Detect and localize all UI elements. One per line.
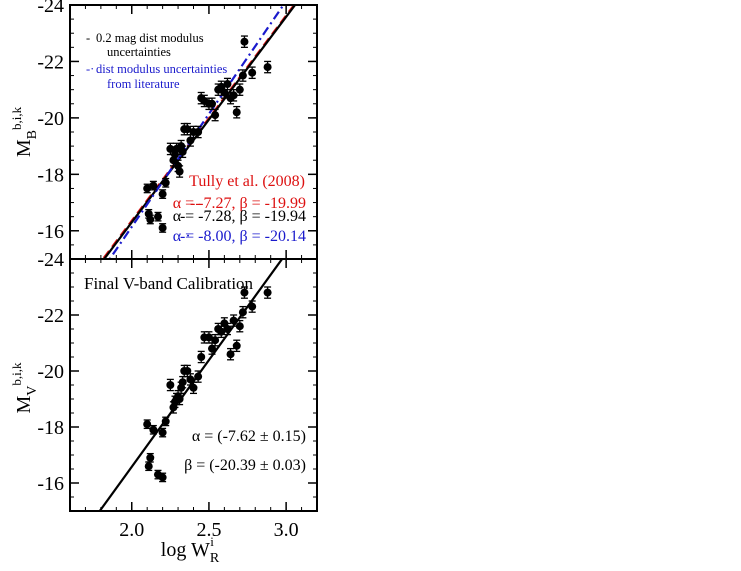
bottom-ytick-label: -22 — [37, 305, 64, 327]
top-ytick-label: -18 — [37, 164, 64, 186]
fit-black: α = -7.28, β = -19.94 — [173, 208, 306, 225]
top-data-point — [166, 144, 175, 153]
top-ytick-label: -20 — [37, 108, 64, 130]
legend-line-1b: uncertainties — [107, 45, 171, 59]
top-ylabel: MBb,i,k — [9, 106, 40, 157]
top-data-point — [263, 63, 272, 72]
bottom-data-point — [143, 420, 152, 429]
top-data-point — [143, 184, 152, 193]
top-data-point — [149, 181, 158, 190]
bottom-frame — [69, 258, 318, 512]
top-data-point — [211, 111, 220, 120]
top-ytick-label: -24 — [37, 0, 64, 17]
top-data-point — [220, 88, 229, 97]
legend-key-solid: - — [86, 31, 90, 45]
top-axis-ticks: -16 -18 -20 -22 -24 — [37, 0, 317, 260]
top-data-point — [186, 136, 195, 145]
bottom-data-point — [263, 288, 272, 297]
bottom-data-point — [208, 344, 217, 353]
fit-key-dashdot: -· — [180, 228, 191, 245]
xtick-label: 3.0 — [274, 519, 299, 541]
top-data-point — [208, 99, 217, 108]
bottom-data-point — [158, 428, 167, 437]
bottom-ytick-label: -20 — [37, 361, 64, 383]
bottom-data-point — [194, 372, 203, 381]
top-data-point — [161, 178, 170, 187]
bottom-data-point — [144, 462, 153, 471]
bottom-data-point — [161, 417, 170, 426]
bottom-ytick-label: -24 — [37, 249, 64, 271]
x-axis-label: log WRi — [161, 534, 220, 566]
top-data-point — [248, 68, 257, 77]
top-fit-annotations: Tully et al. (2008) -- α = -7.27, β = -1… — [173, 173, 306, 245]
top-data-point — [238, 71, 247, 80]
top-data-point — [183, 125, 192, 134]
bottom-data-point — [149, 425, 158, 434]
top-data-point — [235, 85, 244, 94]
top-data-points — [143, 35, 272, 233]
top-data-point — [194, 128, 203, 136]
bottom-data-point — [178, 378, 187, 387]
bottom-data-point — [232, 341, 241, 350]
bottom-data-point — [226, 350, 235, 359]
bottom-data-point — [197, 353, 206, 361]
top-data-point — [223, 80, 232, 89]
bottom-data-point — [240, 288, 249, 297]
legend-line-2: dist modulus uncertainties — [96, 62, 227, 76]
top-data-point — [229, 91, 238, 100]
top-data-point — [175, 167, 184, 176]
bottom-data-point — [229, 316, 238, 325]
xtick-label: 2.5 — [196, 519, 221, 541]
top-data-point — [232, 108, 241, 117]
top-data-point — [158, 190, 167, 199]
fit-key-solid: - — [180, 208, 185, 225]
top-data-point — [240, 37, 249, 46]
fit-key-dashed: -- — [190, 195, 201, 212]
top-fit-line-dashdot — [108, 5, 285, 259]
bottom-data-point — [217, 327, 226, 336]
top-legend: - 0.2 mag dist modulus uncertainties -· … — [86, 31, 227, 91]
bottom-data-point — [238, 308, 247, 317]
b-band-panel: -16 -18 -20 -22 -24 MBb,i,k - 0.2 mag dist m… — [9, 0, 318, 260]
fit-red: α = -7.27, β = -19.99 — [173, 195, 306, 212]
bottom-data-point — [223, 325, 232, 333]
fit-alpha-label: α = (-7.62 ± 0.15) — [192, 428, 306, 445]
bottom-data-point — [158, 473, 167, 482]
top-ytick-label: -22 — [37, 51, 64, 73]
bottom-ylabel: MVb,i,k — [9, 362, 40, 414]
top-data-point — [178, 147, 187, 156]
fit-blue: α = -8.00, β = -20.14 — [173, 228, 306, 245]
top-data-point — [146, 215, 155, 224]
v-band-panel: -16 -18 -20 -22 -24 2.0 2.5 3.0 Final V-band Ca… — [9, 249, 318, 566]
legend-line-2b: from literature — [107, 77, 180, 91]
fit-beta-label: β = (-20.39 ± 0.03) — [184, 457, 306, 474]
bottom-data-points — [143, 286, 272, 483]
bottom-data-point — [211, 336, 220, 345]
bottom-data-point — [189, 383, 198, 392]
bottom-data-point — [248, 302, 257, 311]
xtick-label: 2.0 — [119, 519, 144, 541]
bottom-data-point — [186, 375, 195, 384]
bottom-data-point — [175, 395, 184, 403]
bottom-axis-ticks: -16 -18 -20 -22 -24 2.0 2.5 3.0 — [37, 249, 317, 541]
bottom-ytick-label: -16 — [37, 473, 64, 495]
top-data-point — [153, 212, 162, 221]
bottom-data-point — [235, 322, 244, 331]
bottom-ytick-label: -18 — [37, 417, 64, 439]
legend-key-dashdot: -· — [86, 62, 94, 76]
bottom-panel-title: Final V-band Calibration — [84, 274, 254, 293]
bottom-data-point — [183, 367, 192, 375]
bottom-data-point — [146, 453, 155, 462]
bottom-data-point — [204, 333, 213, 342]
bottom-data-point — [166, 381, 175, 389]
top-ytick-label: -16 — [37, 221, 64, 243]
tully-label: Tully et al. (2008) — [189, 173, 305, 190]
top-data-point — [158, 223, 167, 232]
legend-line-1: 0.2 mag dist modulus — [96, 31, 204, 45]
